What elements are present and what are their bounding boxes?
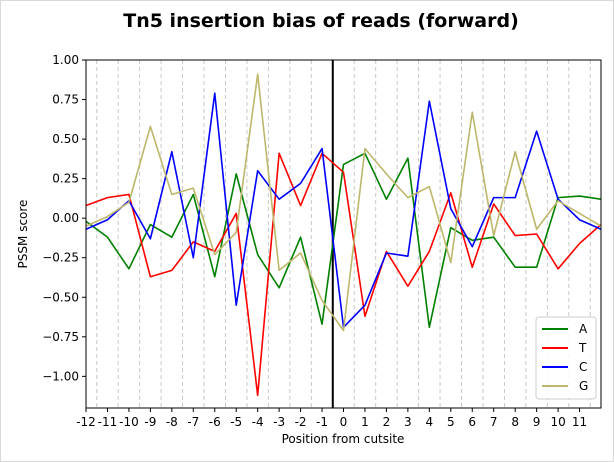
x-axis-ticks: -12 -11 -10 -9 -8 -7 -6 -5 -4 -3 -2 -1 0 1 2 3 4 5 6 7 8 9 10 1…	[76, 408, 587, 429]
plot-area-border	[85, 59, 602, 409]
x-tick-label: 3	[404, 415, 412, 429]
x-tick-label: 7	[490, 415, 498, 429]
x-tick-label: 9	[533, 415, 541, 429]
x-tick-label: -4	[252, 415, 264, 429]
y-tick-label: 0.75	[52, 93, 79, 107]
series-line-t	[85, 152, 602, 397]
series-line-c	[85, 92, 602, 329]
x-tick-label: 10	[550, 415, 565, 429]
series-line-g	[85, 73, 602, 332]
x-tick-label: -10	[119, 415, 139, 429]
x-tick-label: -3	[273, 415, 285, 429]
x-tick-label: -7	[187, 415, 199, 429]
x-tick-label: 6	[468, 415, 476, 429]
legend-label-g: G	[579, 379, 588, 393]
x-tick-label: 11	[572, 415, 587, 429]
y-tick-label: −0.75	[42, 330, 79, 344]
y-tick-label: −0.25	[42, 251, 79, 265]
x-tick-label: 4	[426, 415, 434, 429]
x-tick-label: 5	[447, 415, 455, 429]
y-tick-label: 0.50	[52, 132, 79, 146]
x-tick-label: -12	[76, 415, 96, 429]
y-tick-label: −1.00	[42, 369, 79, 383]
y-axis-label: PSSM score	[16, 200, 30, 269]
x-tick-label: 8	[511, 415, 519, 429]
series-line-a	[85, 152, 602, 329]
legend-label-t: T	[578, 341, 587, 355]
grid-layer	[96, 60, 591, 408]
y-tick-label: 0.25	[52, 172, 79, 186]
x-tick-label: -1	[316, 415, 328, 429]
x-tick-label: -8	[166, 415, 178, 429]
x-axis-label: Position from cutsite	[282, 432, 405, 446]
legend-box	[535, 316, 597, 400]
y-tick-label: 1.00	[52, 53, 79, 67]
x-tick-label: 0	[340, 415, 348, 429]
x-tick-label: -6	[209, 415, 221, 429]
x-tick-label: -2	[295, 415, 307, 429]
x-tick-label: -9	[144, 415, 156, 429]
legend-label-c: C	[579, 360, 587, 374]
chart-title: Tn5 insertion bias of reads (forward)	[123, 10, 519, 32]
x-tick-label: 2	[383, 415, 391, 429]
y-axis-ticks: 1.00 0.75 0.50 0.25 0.00 −0.25 −0.50 −0.75 −1.00	[42, 53, 86, 383]
y-tick-label: 0.00	[52, 211, 79, 225]
series-layer	[85, 73, 602, 397]
x-tick-label: -11	[98, 415, 118, 429]
y-tick-label: −0.50	[42, 290, 79, 304]
x-tick-label: 1	[361, 415, 369, 429]
legend-label-a: A	[579, 322, 588, 336]
x-tick-label: -5	[230, 415, 242, 429]
